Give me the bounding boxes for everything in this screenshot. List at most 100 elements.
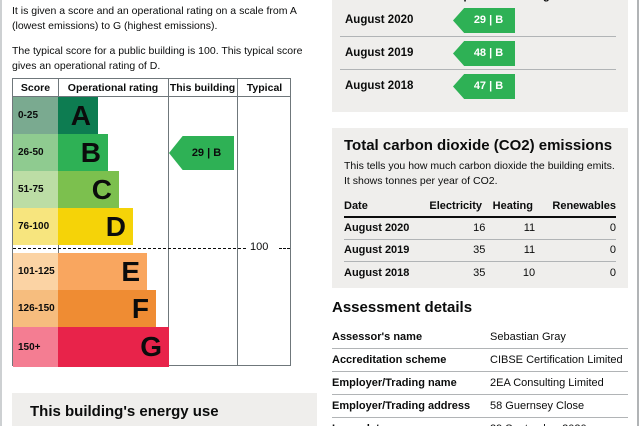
assessment-label: Employer/Trading address bbox=[332, 399, 471, 412]
intro-paragraph-scale: It is given a score and an operational r… bbox=[12, 5, 297, 32]
co2-header-electricity: Electricity bbox=[429, 199, 482, 212]
band-row-b: 26-50 B bbox=[13, 134, 292, 171]
intro-paragraph-typical: The typical score for a public building … bbox=[12, 45, 303, 72]
assessment-value: 58 Guernsey Close bbox=[490, 399, 585, 412]
assessment-row: Assessor's name Sebastian Gray bbox=[332, 326, 628, 349]
band-row-f: 126-150 F bbox=[13, 290, 292, 327]
assessment-row: Issue date 29 September 2020 bbox=[332, 418, 628, 426]
typical-threshold-value: 100 bbox=[250, 241, 269, 253]
band-letter: F bbox=[131, 292, 149, 324]
band-score-label: 26-50 bbox=[13, 134, 58, 171]
band-row-c: 51-75 C bbox=[13, 171, 292, 208]
chart-column-divider bbox=[168, 79, 169, 365]
band-bar: D bbox=[58, 208, 133, 245]
co2-heating-value: 11 bbox=[523, 222, 536, 234]
co2-electricity-value: 35 bbox=[473, 266, 486, 279]
assessment-heading: Assessment details bbox=[332, 299, 473, 316]
assessment-label: Issue date bbox=[332, 422, 490, 426]
band-letter: D bbox=[105, 210, 126, 242]
page-left-border bbox=[0, 0, 2, 426]
band-score-label: 76-100 bbox=[13, 208, 58, 245]
band-bar: C bbox=[58, 171, 119, 208]
co2-row: August 2018 35 10 0 bbox=[344, 262, 616, 284]
co2-header-renewables: Renewables bbox=[552, 199, 616, 212]
assessment-value: 29 September 2020 bbox=[490, 422, 628, 426]
co2-heading: Total carbon dioxide (CO2) emissions bbox=[344, 137, 613, 154]
rating-date: August 2019 bbox=[345, 46, 414, 59]
band-letter: C bbox=[91, 173, 112, 205]
energy-use-heading: This building's energy use bbox=[30, 403, 219, 420]
rating-date: August 2020 bbox=[345, 13, 414, 26]
chart-header-score: Score bbox=[20, 82, 51, 94]
band-row-g: 150+ G bbox=[13, 327, 292, 367]
assessment-table: Assessor's name Sebastian Gray Accredita… bbox=[332, 326, 628, 426]
co2-heating-value: 10 bbox=[522, 266, 536, 279]
band-score-label: 0-25 bbox=[13, 97, 58, 134]
row-divider bbox=[340, 69, 616, 70]
rating-date: August 2018 bbox=[345, 79, 414, 92]
co2-description: This tells you how much carbon dioxide t… bbox=[344, 160, 615, 187]
assessment-label: Assessor's name bbox=[332, 330, 423, 343]
band-bar: B bbox=[58, 134, 108, 171]
assessment-row: Accreditation scheme CIBSE Certification… bbox=[332, 349, 628, 372]
energy-use-section: This building's energy use bbox=[12, 393, 317, 426]
rating-row: August 2019 48 | B bbox=[332, 37, 628, 69]
band-row-d: 76-100 D bbox=[13, 208, 292, 245]
previous-ratings-header-row: Date Operational rating bbox=[332, 0, 628, 3]
typical-threshold-tick bbox=[279, 248, 290, 249]
co2-header-heating: Heating bbox=[492, 199, 533, 212]
band-letter: B bbox=[80, 136, 101, 168]
rating-badge-arrow: 29 | B bbox=[453, 8, 515, 33]
chart-column-divider bbox=[237, 79, 238, 365]
band-score-label: 51-75 bbox=[13, 171, 58, 208]
co2-date: August 2019 bbox=[344, 244, 410, 256]
rating-row: August 2018 47 | B bbox=[332, 70, 628, 102]
rating-badge-arrow: 48 | B bbox=[453, 41, 515, 66]
typical-threshold-dashed-line bbox=[13, 248, 246, 249]
band-bar: G bbox=[58, 327, 169, 367]
co2-row: August 2020 16 11 0 bbox=[344, 218, 616, 240]
band-letter: G bbox=[140, 331, 162, 362]
chart-header-typical: Typical bbox=[246, 82, 283, 94]
rating-row: August 2020 29 | B bbox=[332, 4, 628, 36]
band-letter: E bbox=[121, 255, 140, 287]
chart-header-row: Score Operational rating This building T… bbox=[13, 79, 290, 97]
this-building-rating-marker-arrow: 29 | B bbox=[169, 136, 234, 170]
co2-electricity-value: 35 bbox=[473, 244, 486, 256]
page-right-border bbox=[637, 0, 639, 426]
assessment-row: Employer/Trading name 2EA Consulting Lim… bbox=[332, 372, 628, 395]
co2-heating-value: 11 bbox=[523, 244, 536, 256]
rating-badge-arrow: 47 | B bbox=[453, 74, 515, 99]
band-bar: E bbox=[58, 253, 147, 290]
band-score-label: 101-125 bbox=[13, 253, 58, 290]
co2-renewables-value: 0 bbox=[609, 222, 616, 234]
co2-table: Date Electricity Heating Renewables Augu… bbox=[344, 196, 616, 284]
co2-renewables-value: 0 bbox=[609, 266, 616, 279]
co2-date: August 2020 bbox=[344, 222, 410, 234]
co2-header-date: Date bbox=[344, 199, 368, 212]
co2-electricity-value: 16 bbox=[473, 222, 486, 234]
assessment-label: Accreditation scheme bbox=[332, 353, 447, 366]
chart-header-operational-rating: Operational rating bbox=[67, 82, 159, 94]
co2-row: August 2019 35 11 0 bbox=[344, 240, 616, 262]
previous-ratings-header-rating: Operational rating bbox=[455, 0, 550, 3]
band-score-label: 126-150 bbox=[13, 290, 58, 327]
assessment-value: 2EA Consulting Limited bbox=[490, 376, 604, 389]
co2-emissions-section: Total carbon dioxide (CO2) emissions Thi… bbox=[332, 128, 628, 288]
band-row-a: 0-25 A bbox=[13, 97, 292, 134]
chart-header-this-building: This building bbox=[169, 82, 236, 94]
previous-ratings-section: Date Operational rating August 2020 29 |… bbox=[332, 0, 628, 112]
co2-date: August 2018 bbox=[344, 266, 410, 279]
row-divider bbox=[340, 36, 616, 37]
band-row-e: 101-125 E bbox=[13, 253, 292, 290]
band-bar: F bbox=[58, 290, 156, 327]
band-score-label: 150+ bbox=[13, 327, 58, 367]
assessment-label: Employer/Trading name bbox=[332, 376, 457, 389]
assessment-value: CIBSE Certification Limited bbox=[490, 353, 623, 366]
assessment-details-section: Assessment details Assessor's name Sebas… bbox=[332, 298, 628, 426]
co2-header-row: Date Electricity Heating Renewables bbox=[344, 196, 616, 218]
band-bar: A bbox=[58, 97, 98, 134]
band-letter: A bbox=[70, 99, 91, 131]
assessment-value: Sebastian Gray bbox=[490, 330, 566, 343]
